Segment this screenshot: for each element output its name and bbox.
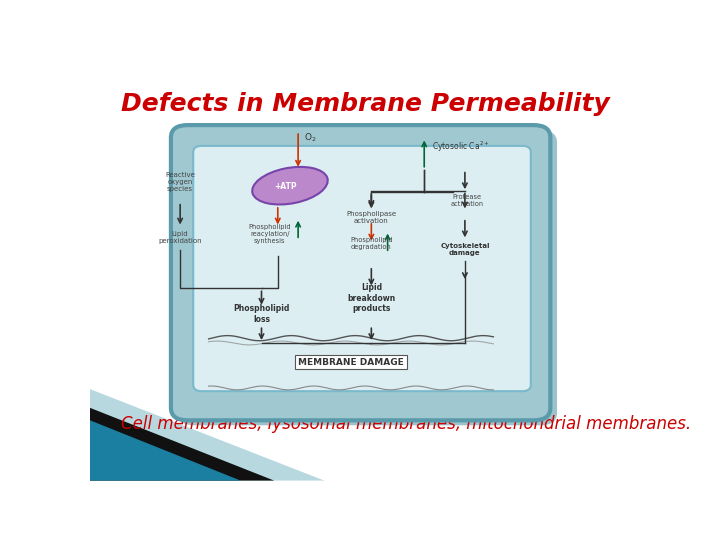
Text: Lipid
peroxidation: Lipid peroxidation bbox=[158, 231, 202, 244]
Text: +ATP: +ATP bbox=[274, 182, 297, 191]
Polygon shape bbox=[90, 408, 274, 481]
Text: Cell membranes, lysosomal membranes, mitochondrial membranes.: Cell membranes, lysosomal membranes, mit… bbox=[121, 415, 690, 433]
FancyBboxPatch shape bbox=[171, 125, 550, 420]
Text: Cytosolic Ca$^{2+}$: Cytosolic Ca$^{2+}$ bbox=[432, 140, 490, 154]
Text: Phospholipid
degradation: Phospholipid degradation bbox=[350, 237, 392, 250]
Ellipse shape bbox=[252, 167, 328, 205]
Text: O$_2$: O$_2$ bbox=[305, 132, 317, 144]
Text: Lipid
breakdown
products: Lipid breakdown products bbox=[347, 283, 395, 313]
FancyBboxPatch shape bbox=[178, 130, 557, 426]
Polygon shape bbox=[90, 420, 240, 481]
Text: Defects in Membrane Permeability: Defects in Membrane Permeability bbox=[121, 92, 609, 116]
FancyBboxPatch shape bbox=[193, 146, 531, 391]
Text: Phospholipase
activation: Phospholipase activation bbox=[346, 211, 397, 224]
Polygon shape bbox=[90, 389, 324, 481]
Text: Protease
activation: Protease activation bbox=[451, 194, 484, 207]
Text: Reactive
oxygen
species: Reactive oxygen species bbox=[165, 172, 195, 192]
Text: MEMBRANE DAMAGE: MEMBRANE DAMAGE bbox=[298, 357, 404, 367]
Text: Phospholipid
loss: Phospholipid loss bbox=[233, 305, 289, 324]
Text: Phospholipid
reacylation/
synthesis: Phospholipid reacylation/ synthesis bbox=[248, 224, 291, 244]
Text: Cytoskeletal
damage: Cytoskeletal damage bbox=[440, 244, 490, 256]
